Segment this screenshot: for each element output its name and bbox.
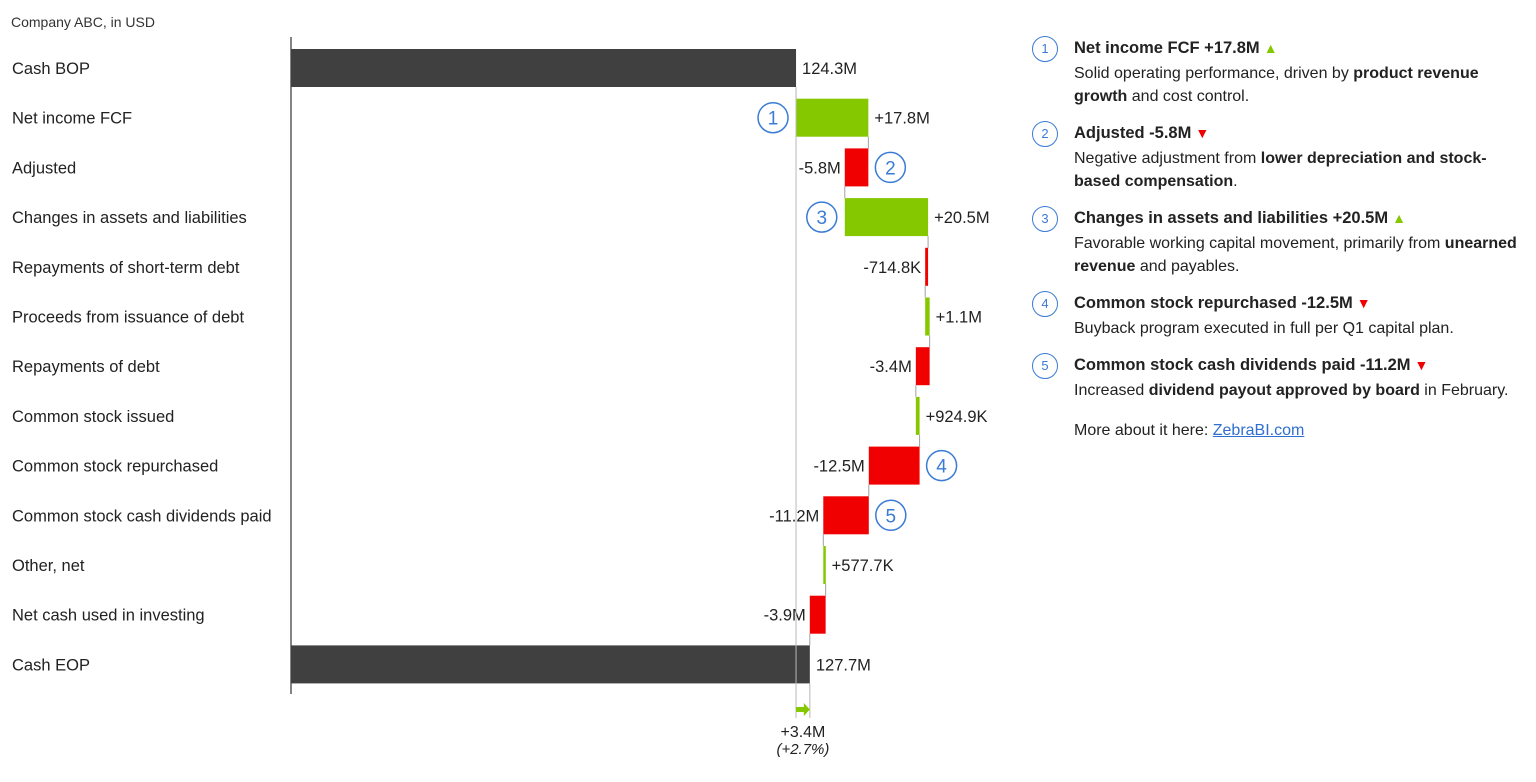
data-label: +924.9K	[926, 408, 988, 426]
data-label: 124.3M	[802, 60, 857, 78]
marker-number: 1	[768, 109, 779, 130]
chart-subtitle: Company ABC, in USD	[11, 14, 155, 30]
category-label: Adjusted	[12, 159, 76, 177]
waterfall-chart: Cash BOP 124.3M Net income FCF +17.8M Adjust…	[12, 37, 990, 758]
marker-number: 3	[816, 208, 827, 229]
data-label: +577.7K	[832, 557, 894, 575]
data-label: 127.7M	[816, 656, 871, 674]
data-label: -12.5M	[813, 458, 864, 476]
note-number-circle: 4	[1032, 291, 1058, 317]
note-body: Negative adjustment from lower depreciat…	[1074, 150, 1487, 190]
more-info: More about it here: ZebraBI.com	[1074, 422, 1305, 439]
bar-3	[844, 148, 869, 187]
note-number-circle: 5	[1032, 353, 1058, 379]
note-title: Changes in assets and liabilities +20.5M…	[1074, 209, 1406, 227]
note-body: Solid operating performance, driven by p…	[1074, 65, 1479, 105]
marker-number: 5	[886, 506, 897, 527]
data-label: -3.9M	[764, 607, 806, 625]
bar-9	[868, 446, 920, 485]
data-label: -714.8K	[863, 259, 921, 277]
category-label: Common stock cash dividends paid	[12, 507, 272, 525]
zebrabi-link[interactable]: ZebraBI.com	[1212, 422, 1305, 439]
bar-6	[925, 297, 930, 336]
bar-8	[915, 396, 920, 435]
bar-2	[796, 98, 869, 137]
comments-panel: 1 Net income FCF +17.8M ▲ Solid operating p…	[1032, 36, 1522, 440]
data-label: +1.1M	[936, 309, 982, 327]
note-3: 3 Changes in assets and liabilities +20.5…	[1032, 206, 1522, 278]
data-label: -11.2M	[769, 507, 819, 525]
difference-percent: (+2.7%)	[776, 741, 829, 758]
note-5: 5 Common stock cash dividends paid -11.2M…	[1032, 353, 1522, 402]
data-label: +20.5M	[934, 209, 990, 227]
note-2: 2 Adjusted -5.8M ▼ Negative adjustment from…	[1032, 121, 1522, 193]
note-body: Favorable working capital movement, prim…	[1074, 235, 1517, 275]
note-title: Common stock cash dividends paid -11.2M ▼	[1074, 356, 1429, 374]
bar-11	[823, 546, 826, 584]
difference-arrow-shaft	[796, 707, 805, 712]
bar-7	[915, 347, 930, 386]
triangle-up-icon: ▲	[1263, 40, 1278, 56]
difference-arrow-icon	[803, 703, 810, 716]
note-number-circle: 2	[1032, 121, 1058, 147]
data-label: +17.8M	[874, 110, 930, 128]
category-label: Common stock repurchased	[12, 458, 218, 476]
marker-number: 2	[885, 158, 896, 179]
note-body: Buyback program executed in full per Q1 …	[1074, 320, 1454, 337]
data-label: -5.8M	[799, 159, 841, 177]
note-title: Common stock repurchased -12.5M ▼	[1074, 294, 1371, 312]
bar-13	[291, 645, 810, 684]
bar-10	[823, 496, 869, 535]
note-number-circle: 3	[1032, 206, 1058, 232]
note-title: Net income FCF +17.8M ▲	[1074, 39, 1278, 57]
bar-12	[809, 595, 826, 634]
triangle-down-icon: ▼	[1195, 125, 1210, 141]
category-label: Net cash used in investing	[12, 607, 205, 625]
marker-circle-3	[806, 201, 838, 233]
category-label: Repayments of short-term debt	[12, 259, 240, 277]
triangle-down-icon: ▼	[1356, 295, 1371, 311]
marker-number: 4	[936, 457, 947, 478]
category-label: Cash EOP	[12, 656, 90, 674]
bar-4	[844, 198, 929, 237]
marker-circle-1	[757, 101, 789, 134]
marker-circle-2	[874, 151, 907, 184]
category-label: Proceeds from issuance of debt	[12, 309, 244, 327]
note-number-circle: 1	[1032, 36, 1058, 62]
category-label: Changes in assets and liabilities	[12, 209, 247, 227]
triangle-down-icon: ▼	[1414, 357, 1429, 373]
bar-5	[925, 247, 929, 286]
note-4: 4 Common stock repurchased -12.5M ▼ Buyback…	[1032, 291, 1522, 340]
category-label: Cash BOP	[12, 60, 90, 78]
triangle-up-icon: ▲	[1392, 210, 1406, 226]
category-label: Net income FCF	[12, 110, 132, 128]
note-1: 1 Net income FCF +17.8M ▲ Solid operating p…	[1032, 36, 1522, 108]
marker-circle-5	[875, 499, 907, 532]
difference-label: +3.4M	[780, 724, 825, 741]
marker-circle-4	[925, 449, 958, 482]
category-label: Common stock issued	[12, 408, 174, 426]
data-label: -3.4M	[870, 358, 912, 376]
note-body: Increased dividend payout approved by bo…	[1074, 382, 1509, 399]
bar-1	[291, 49, 797, 87]
category-label: Repayments of debt	[12, 358, 160, 376]
category-label: Other, net	[12, 557, 85, 575]
note-title: Adjusted -5.8M ▼	[1074, 124, 1210, 142]
